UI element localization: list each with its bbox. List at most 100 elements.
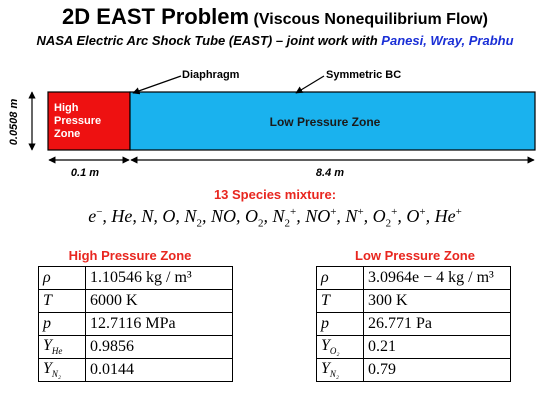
table-row: YN₂ 0.79 [316,358,511,382]
symbol-subscript: N₂ [51,369,62,380]
species-separator: , [235,206,245,226]
table-row: p 26.771 Pa [316,312,511,336]
species-subscript: 2 [284,217,290,230]
diaphragm-arrow [132,75,182,95]
species-separator: , [263,206,273,226]
title-parenthetical: (Viscous Nonequilibrium Flow) [253,11,488,28]
symmetric-bc-label: Symmetric BC [326,69,401,81]
shock-tube-diagram: 0.0508 m High Pressure Zone Low Pressure… [8,69,536,179]
species-base: e [88,206,97,226]
table-row: YN₂ 0.0144 [38,358,233,382]
low-pressure-title: Low Pressure Zone [355,248,475,263]
table-row: YO₂ 0.21 [316,335,511,359]
hp-length-label: 0.1 m [71,167,99,179]
species-item: O [162,206,175,226]
title-main: 2D EAST Problem [62,4,250,29]
table-row: YHe 0.9856 [38,335,233,359]
species-item: NO [211,206,236,226]
property-value: 0.21 [363,335,511,359]
table-row: T 300 K [316,289,511,313]
species-separator: , [397,206,407,226]
property-symbol: T [38,289,86,313]
symbol-subscript: He [51,346,63,357]
species-separator: , [175,206,185,226]
species-base: O [372,206,386,226]
species-item: He+ [435,206,462,226]
species-base: O [162,206,176,226]
property-value: 0.0144 [85,358,233,382]
lp-zone-label: Low Pressure Zone [270,115,381,129]
property-value: 300 K [363,289,511,313]
species-separator: , [363,206,373,226]
property-value: 12.7116 MPa [85,312,233,336]
species-item: N+ [345,206,363,226]
species-base: N [272,206,285,226]
low-pressure-zone-rect [129,91,536,151]
species-item: NO+ [305,206,336,226]
height-label: 0.0508 m [8,99,20,146]
species-separator: , [102,206,112,226]
symbol-subscript: O₂ [329,346,340,357]
species-base: N [141,206,154,226]
slide-subtitle: NASA Electric Arc Shock Tube (EAST) – jo… [0,33,550,48]
species-separator: , [425,206,435,226]
property-value: 6000 K [85,289,233,313]
property-symbol: T [316,289,364,313]
species-separator: , [153,206,163,226]
symmetric-bc-arrow [295,75,325,94]
species-separator: , [132,206,142,226]
symbol-subscript: N₂ [329,369,340,380]
property-symbol: YHe [38,335,86,359]
species-base: NO [210,206,236,226]
symbol-text: Y [43,360,52,378]
property-symbol: ρ [38,266,86,290]
species-charge: + [391,206,398,218]
subtitle-prefix: NASA Electric Arc Shock Tube (EAST) – jo… [36,33,378,48]
lp-length-label: 8.4 m [316,167,344,179]
species-subscript: 2 [257,217,264,230]
property-value: 1.10546 kg / m³ [85,266,233,290]
species-item: N [141,206,153,226]
symbol-text: p [43,315,51,332]
symbol-text: ρ [43,269,51,286]
symbol-text: T [321,292,330,309]
hp-zone-label-line2: Pressure [54,115,101,127]
property-symbol: YN₂ [38,358,86,382]
species-item: O+ [406,206,425,226]
species-base: N [184,206,197,226]
species-charge: + [419,206,426,218]
property-symbol: p [316,312,364,336]
species-charge: + [455,206,462,218]
species-item: O2+ [372,206,398,230]
species-list: e−, He, N, O, N2, NO, O2, N2+, NO+, N+, … [0,206,550,230]
species-item: N2 [184,206,202,230]
subtitle-names: Panesi, Wray, Prabhu [381,33,514,48]
table-row: T 6000 K [38,289,233,313]
species-separator: , [336,206,346,226]
symbol-text: T [43,292,52,309]
symbol-text: ρ [321,269,329,286]
species-separator: , [296,206,306,226]
species-item: O2 [244,206,264,230]
symbol-text: Y [321,337,330,355]
species-title: 13 Species mixture: [213,187,337,202]
species-base: O [244,206,258,226]
property-symbol: ρ [316,266,364,290]
hp-zone-label-line1: High [54,102,79,114]
species-charge: + [357,206,364,218]
species-item: He [111,206,132,226]
species-base: O [406,206,420,226]
symbol-text: Y [321,360,330,378]
diaphragm-label: Diaphragm [182,69,240,81]
table-row: ρ 3.0964e − 4 kg / m³ [316,266,511,290]
table-row: ρ 1.10546 kg / m³ [38,266,233,290]
property-value: 0.79 [363,358,511,382]
species-item: N2+ [272,206,296,230]
species-separator: , [201,206,211,226]
property-symbol: YO₂ [316,335,364,359]
species-charge: + [330,206,337,218]
high-pressure-title: High Pressure Zone [68,248,192,263]
species-base: NO [305,206,331,226]
